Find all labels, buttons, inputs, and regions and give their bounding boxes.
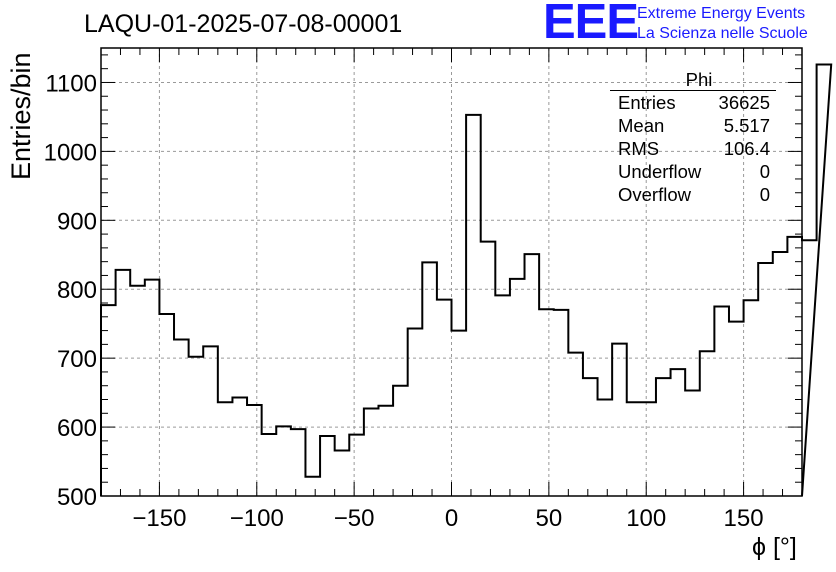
histogram-bin <box>101 305 116 496</box>
logo-line-1: Extreme Energy Events <box>637 5 806 22</box>
histogram-bin <box>393 386 408 496</box>
histogram-bin <box>276 426 291 496</box>
histogram-bin <box>262 434 277 496</box>
stats-divider <box>610 90 776 91</box>
histogram-bin <box>320 436 335 496</box>
histogram-outline <box>100 63 833 497</box>
stats-row-overflow: Overflow 0 <box>610 183 776 206</box>
stats-value: 0 <box>759 184 770 205</box>
eee-logo: EEE Extreme Energy Events La Scienza nel… <box>543 0 833 49</box>
histogram-bin <box>758 263 773 496</box>
histogram-bin <box>159 314 174 496</box>
stats-label: Entries <box>618 92 676 113</box>
y-tick-label: 500 <box>57 484 97 511</box>
grid-lines <box>101 48 802 496</box>
y-tick-label: 800 <box>57 277 97 304</box>
stats-value: 106.4 <box>723 138 770 159</box>
x-tick-label: 150 <box>724 505 764 532</box>
stats-value: 5.517 <box>723 115 770 136</box>
histogram-bin <box>364 408 379 496</box>
histogram-bin <box>232 397 247 496</box>
stats-row-entries: Entries 36625 <box>610 91 776 114</box>
histogram-series <box>100 63 833 497</box>
histogram-bin <box>641 402 656 496</box>
histogram-bin <box>627 402 642 496</box>
histogram-bin <box>116 270 131 496</box>
x-tick-label: 0 <box>445 505 458 532</box>
histogram-bin <box>481 242 496 496</box>
histogram-bin <box>685 391 700 496</box>
axes: −150 −100 −50 0 50 100 150 500 600 700 800 900 1000 1… <box>44 47 803 532</box>
histogram-bin <box>656 378 671 496</box>
histogram-bin <box>466 115 481 496</box>
stats-row-mean: Mean 5.517 <box>610 114 776 137</box>
histogram-bin <box>671 369 686 496</box>
stats-label: Mean <box>618 115 665 136</box>
stats-label: Overflow <box>618 184 691 205</box>
stats-row-rms: RMS 106.4 <box>610 137 776 160</box>
histogram-bin <box>174 340 189 496</box>
chart-title: LAQU-01-2025-07-08-00001 <box>84 10 403 38</box>
histogram-bin <box>495 295 510 496</box>
histogram-bin <box>612 344 627 496</box>
histogram-bin <box>145 280 160 496</box>
histogram-bin <box>247 405 262 496</box>
stats-row-underflow: Underflow 0 <box>610 160 776 183</box>
stats-title: Phi <box>685 69 713 90</box>
logo-mark: EEE <box>543 0 639 49</box>
histogram-bin <box>408 329 423 496</box>
logo-line-2: La Scienza nelle Scuole <box>637 25 808 42</box>
histogram-bin <box>714 306 729 496</box>
histogram-bin <box>525 254 540 496</box>
y-axis-label: Entries/bin <box>6 52 36 180</box>
histogram-bin <box>291 429 306 496</box>
histogram-bin <box>583 378 598 496</box>
stats-label: Underflow <box>618 161 702 182</box>
histogram-bin <box>189 357 204 496</box>
histogram-bin <box>378 406 393 496</box>
histogram-bin <box>335 451 350 496</box>
x-tick-label: −100 <box>230 505 284 532</box>
histogram-bin <box>305 477 320 496</box>
x-tick-label: −150 <box>132 505 186 532</box>
histogram-bin <box>349 435 364 496</box>
histogram-bin <box>700 351 715 496</box>
histogram-bin <box>729 322 744 496</box>
histogram-bin <box>773 252 788 496</box>
histogram-bin <box>130 286 145 496</box>
histogram-bin <box>452 331 467 496</box>
y-tick-label: 600 <box>57 415 97 442</box>
y-tick-label: 700 <box>57 346 97 373</box>
histogram-bin <box>598 400 613 496</box>
y-tick-label: 900 <box>57 208 97 235</box>
histogram-bin <box>422 262 437 496</box>
stats-value: 36625 <box>718 92 770 113</box>
x-tick-label: 50 <box>536 505 563 532</box>
histogram-bin <box>539 309 554 496</box>
stats-value: 0 <box>759 161 770 182</box>
histogram-bin <box>510 279 525 496</box>
stats-label: RMS <box>618 138 660 159</box>
x-axis-label: ϕ [°] <box>752 533 797 561</box>
histogram-bin <box>203 346 218 496</box>
stats-box: Phi Entries 36625 Mean 5.517 RMS 106.4 U… <box>610 70 776 206</box>
x-tick-label: 100 <box>626 505 666 532</box>
histogram-bin <box>218 402 233 496</box>
histogram-bin <box>568 353 583 496</box>
y-tick-label: 1100 <box>45 70 97 97</box>
histogram-bin <box>744 300 759 496</box>
histogram-bin <box>554 310 569 496</box>
y-tick-label: 1000 <box>44 139 97 166</box>
x-tick-label: −50 <box>334 505 375 532</box>
histogram-bin <box>817 65 832 496</box>
histogram-bin <box>437 300 452 496</box>
